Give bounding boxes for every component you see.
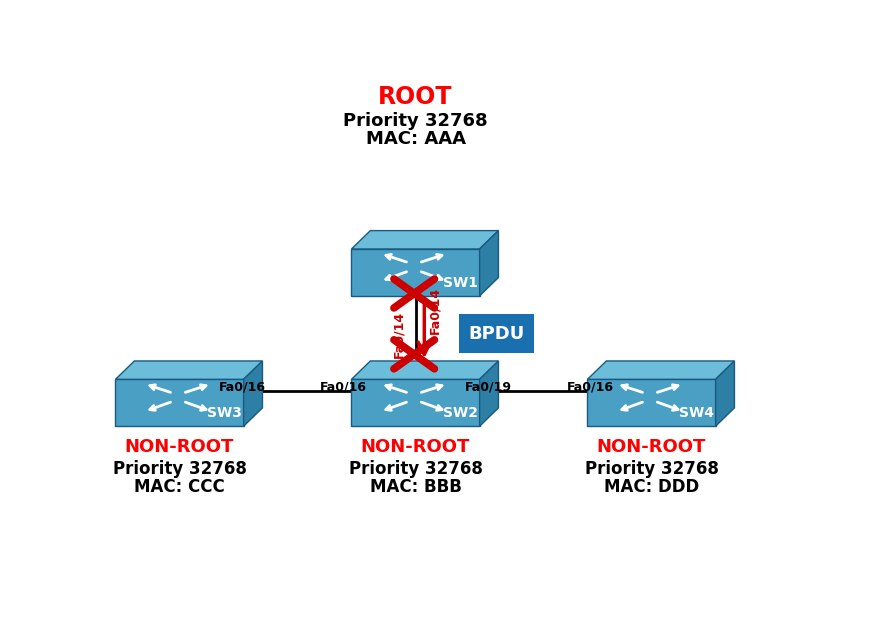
Text: NON-ROOT: NON-ROOT (596, 438, 706, 456)
Polygon shape (116, 379, 243, 426)
Polygon shape (351, 231, 498, 249)
Text: Fa0/14: Fa0/14 (428, 287, 441, 334)
Polygon shape (479, 231, 498, 296)
Polygon shape (351, 361, 498, 379)
Polygon shape (479, 361, 498, 426)
Text: Fa0/16: Fa0/16 (320, 380, 367, 393)
Text: NON-ROOT: NON-ROOT (125, 438, 234, 456)
Text: Fa0/14: Fa0/14 (392, 311, 405, 358)
Text: MAC: AAA: MAC: AAA (365, 130, 465, 148)
Polygon shape (351, 249, 479, 296)
Polygon shape (116, 361, 262, 379)
Polygon shape (587, 361, 733, 379)
Text: SW1: SW1 (442, 276, 477, 290)
Text: SW2: SW2 (442, 406, 477, 420)
Text: Priority 32768: Priority 32768 (343, 112, 488, 130)
Text: ROOT: ROOT (378, 85, 452, 109)
Text: MAC: CCC: MAC: CCC (134, 478, 225, 495)
Text: Fa0/16: Fa0/16 (567, 380, 614, 393)
Text: Priority 32768: Priority 32768 (584, 460, 718, 478)
Text: SW4: SW4 (678, 406, 713, 420)
Text: Fa0/19: Fa0/19 (464, 380, 511, 393)
Polygon shape (351, 379, 479, 426)
Polygon shape (715, 361, 733, 426)
Text: MAC: BBB: MAC: BBB (369, 478, 461, 495)
Text: Priority 32768: Priority 32768 (348, 460, 482, 478)
Polygon shape (587, 379, 715, 426)
Text: Priority 32768: Priority 32768 (112, 460, 246, 478)
Polygon shape (243, 361, 262, 426)
Text: MAC: DDD: MAC: DDD (603, 478, 699, 495)
Text: SW3: SW3 (207, 406, 242, 420)
Text: NON-ROOT: NON-ROOT (361, 438, 469, 456)
Text: Fa0/16: Fa0/16 (218, 380, 265, 393)
Text: BPDU: BPDU (468, 325, 524, 342)
FancyBboxPatch shape (459, 314, 533, 353)
